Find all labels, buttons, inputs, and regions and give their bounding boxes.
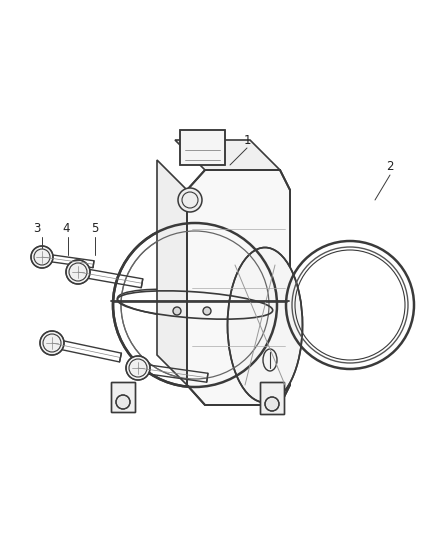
Polygon shape <box>175 140 280 170</box>
Polygon shape <box>157 160 187 385</box>
Circle shape <box>201 306 209 314</box>
Text: 4: 4 <box>62 222 70 235</box>
Text: 2: 2 <box>386 160 394 173</box>
Text: 3: 3 <box>33 222 41 235</box>
Circle shape <box>40 331 64 355</box>
Polygon shape <box>180 130 225 165</box>
Polygon shape <box>111 382 135 412</box>
Circle shape <box>203 307 211 315</box>
Circle shape <box>176 306 184 314</box>
Circle shape <box>178 188 202 212</box>
Circle shape <box>66 260 90 284</box>
Circle shape <box>265 397 279 411</box>
Ellipse shape <box>227 247 303 402</box>
Polygon shape <box>260 382 284 414</box>
Circle shape <box>126 356 150 380</box>
Text: 1: 1 <box>243 134 251 147</box>
Polygon shape <box>187 170 290 405</box>
Circle shape <box>31 246 53 268</box>
Circle shape <box>116 395 130 409</box>
Text: 5: 5 <box>91 222 99 235</box>
Circle shape <box>173 307 181 315</box>
